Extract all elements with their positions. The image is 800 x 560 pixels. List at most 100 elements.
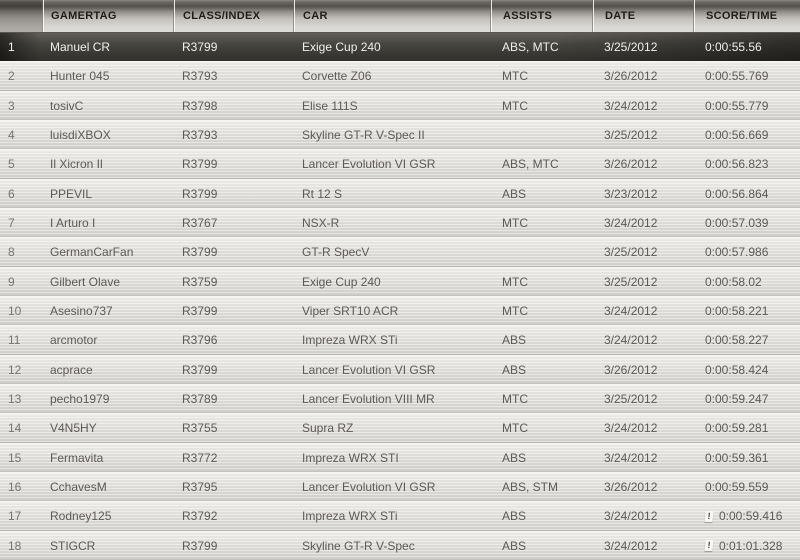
- score-time-text: 0:00:56.823: [705, 157, 769, 172]
- rank-cell: 15: [8, 450, 22, 465]
- score-time-text: 0:00:58.02: [705, 274, 762, 289]
- score-time-cell: 0:00:56.864: [693, 180, 800, 208]
- score-time-cell: 0:00:55.779: [693, 92, 800, 120]
- assists-cell: ABS: [502, 450, 527, 465]
- table-row[interactable]: 18 STIGCR R3799 Skyline GT-R V-Spec ABS …: [0, 530, 800, 560]
- table-row[interactable]: 4 luisdiXBOX R3793 Skyline GT-R V-Spec I…: [0, 119, 800, 150]
- table-row[interactable]: 6 PPEVIL R3799 Rt 12 S ABS 3/23/2012 0:0…: [0, 178, 800, 208]
- car-cell: GT-R SpecV: [302, 245, 370, 260]
- date-cell: 3/23/2012: [604, 186, 658, 201]
- gamertag-cell: Manuel CR: [50, 40, 111, 55]
- date-cell: 3/24/2012: [604, 98, 658, 113]
- table-header: GAMERTAG CLASS/INDEX CAR ASSISTS DATE SC…: [0, 0, 800, 32]
- assists-cell: MTC: [502, 274, 528, 289]
- date-cell: 3/24/2012: [604, 538, 658, 553]
- date-cell: 3/25/2012: [604, 274, 658, 289]
- class-index-cell: R3767: [182, 216, 218, 231]
- car-cell: Impreza WRX STI: [302, 450, 399, 465]
- rank-cell: 13: [8, 392, 22, 407]
- class-index-cell: R3793: [182, 128, 218, 143]
- date-cell: 3/24/2012: [604, 216, 658, 231]
- car-cell: Exige Cup 240: [302, 40, 381, 55]
- class-index-cell: R3796: [182, 333, 218, 348]
- table-row[interactable]: 12 acprace R3799 Lancer Evolution VI GSR…: [0, 354, 800, 384]
- assists-cell: ABS, MTC: [502, 40, 559, 55]
- score-time-cell: ! 0:00:59.416: [693, 502, 800, 530]
- gamertag-cell: GermanCarFan: [50, 245, 134, 260]
- table-row[interactable]: 8 GermanCarFan R3799 GT-R SpecV 3/25/201…: [0, 237, 800, 267]
- table-row[interactable]: 9 Gilbert Olave R3759 Exige Cup 240 MTC …: [0, 266, 800, 296]
- assists-cell: ABS: [502, 509, 527, 524]
- table-row[interactable]: 7 I Arturo I R3767 NSX-R MTC 3/24/2012 0…: [0, 207, 800, 238]
- class-index-cell: R3799: [182, 362, 218, 377]
- table-row[interactable]: 3 tosivC R3798 Elise 111S MTC 3/24/2012 …: [0, 90, 800, 120]
- header-car: CAR: [293, 0, 490, 32]
- score-time-text: 0:00:57.986: [705, 245, 769, 260]
- class-index-cell: R3793: [182, 69, 218, 84]
- score-time-cell: 0:00:56.823: [693, 150, 800, 178]
- rank-cell: 17: [8, 509, 22, 524]
- gamertag-cell: Asesino737: [50, 304, 113, 319]
- class-index-cell: R3799: [182, 40, 218, 55]
- car-cell: Rt 12 S: [302, 186, 343, 201]
- score-time-cell: 0:00:58.424: [693, 356, 800, 384]
- class-index-cell: R3799: [182, 304, 218, 319]
- car-cell: Exige Cup 240: [302, 274, 381, 289]
- table-body: 1 Manuel CR R3799 Exige Cup 240 ABS, MTC…: [0, 32, 800, 560]
- date-cell: 3/25/2012: [604, 245, 658, 260]
- table-row[interactable]: 13 pecho1979 R3789 Lancer Evolution VIII…: [0, 383, 800, 414]
- car-cell: Impreza WRX STi: [302, 333, 398, 348]
- gamertag-cell: Hunter 045: [50, 69, 110, 84]
- gamertag-cell: luisdiXBOX: [50, 128, 111, 143]
- class-index-cell: R3799: [182, 186, 218, 201]
- assists-cell: MTC: [502, 69, 528, 84]
- score-time-text: 0:00:55.56: [705, 40, 762, 55]
- date-cell: 3/24/2012: [604, 304, 658, 319]
- car-cell: Lancer Evolution VIII MR: [302, 392, 435, 407]
- assists-cell: MTC: [502, 216, 528, 231]
- table-row[interactable]: 1 Manuel CR R3799 Exige Cup 240 ABS, MTC…: [0, 32, 800, 62]
- assists-cell: [490, 121, 592, 149]
- score-time-cell: 0:00:59.247: [693, 385, 800, 413]
- date-cell: 3/26/2012: [604, 480, 658, 495]
- rank-cell: 6: [8, 186, 15, 201]
- car-cell: Elise 111S: [302, 98, 358, 113]
- table-row[interactable]: 16 CchavesM R3795 Lancer Evolution VI GS…: [0, 471, 800, 502]
- class-index-cell: R3799: [182, 538, 218, 553]
- table-row[interactable]: 2 Hunter 045 R3793 Corvette Z06 MTC 3/26…: [0, 61, 800, 91]
- date-cell: 3/24/2012: [604, 450, 658, 465]
- header-rank: [0, 0, 42, 32]
- rank-cell: 8: [8, 245, 15, 260]
- rank-cell: 1: [8, 40, 15, 55]
- class-index-cell: R3772: [182, 450, 218, 465]
- rank-cell: 12: [8, 362, 22, 377]
- assists-cell: ABS: [502, 186, 527, 201]
- score-time-cell: 0:00:59.281: [693, 414, 800, 442]
- car-cell: Impreza WRX STi: [302, 509, 398, 524]
- date-cell: 3/24/2012: [604, 509, 658, 524]
- gamertag-cell: I Arturo I: [50, 216, 96, 231]
- header-assists: ASSISTS: [490, 0, 592, 32]
- car-cell: Corvette Z06: [302, 69, 372, 84]
- table-row[interactable]: 17 Rodney125 R3792 Impreza WRX STi ABS 3…: [0, 501, 800, 531]
- table-row[interactable]: 15 Fermavita R3772 Impreza WRX STI ABS 3…: [0, 442, 800, 472]
- gamertag-cell: arcmotor: [50, 333, 98, 348]
- score-time-text: 0:01:01.328: [719, 538, 783, 553]
- table-row[interactable]: 10 Asesino737 R3799 Viper SRT10 ACR MTC …: [0, 295, 800, 326]
- class-index-cell: R3755: [182, 421, 218, 436]
- table-row[interactable]: 11 arcmotor R3796 Impreza WRX STi ABS 3/…: [0, 325, 800, 355]
- table-row[interactable]: 14 V4N5HY R3755 Supra RZ MTC 3/24/2012 0…: [0, 413, 800, 443]
- car-cell: Lancer Evolution VI GSR: [302, 362, 436, 377]
- gamertag-cell: acprace: [50, 362, 93, 377]
- assists-cell: MTC: [502, 392, 528, 407]
- table-row[interactable]: 5 Il Xicron Il R3799 Lancer Evolution VI…: [0, 149, 800, 179]
- gamertag-cell: Rodney125: [50, 509, 112, 524]
- gamertag-cell: Il Xicron Il: [50, 157, 103, 172]
- class-index-cell: R3799: [182, 157, 218, 172]
- rank-cell: 5: [8, 157, 15, 172]
- date-cell: 3/25/2012: [604, 392, 658, 407]
- rank-cell: 14: [8, 421, 22, 436]
- gamertag-cell: STIGCR: [50, 538, 96, 553]
- score-time-text: 0:00:55.769: [705, 69, 769, 84]
